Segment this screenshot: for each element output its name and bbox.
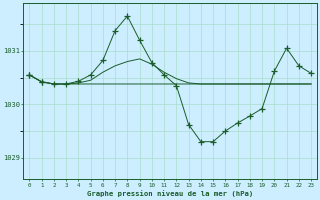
X-axis label: Graphe pression niveau de la mer (hPa): Graphe pression niveau de la mer (hPa) xyxy=(87,190,253,197)
